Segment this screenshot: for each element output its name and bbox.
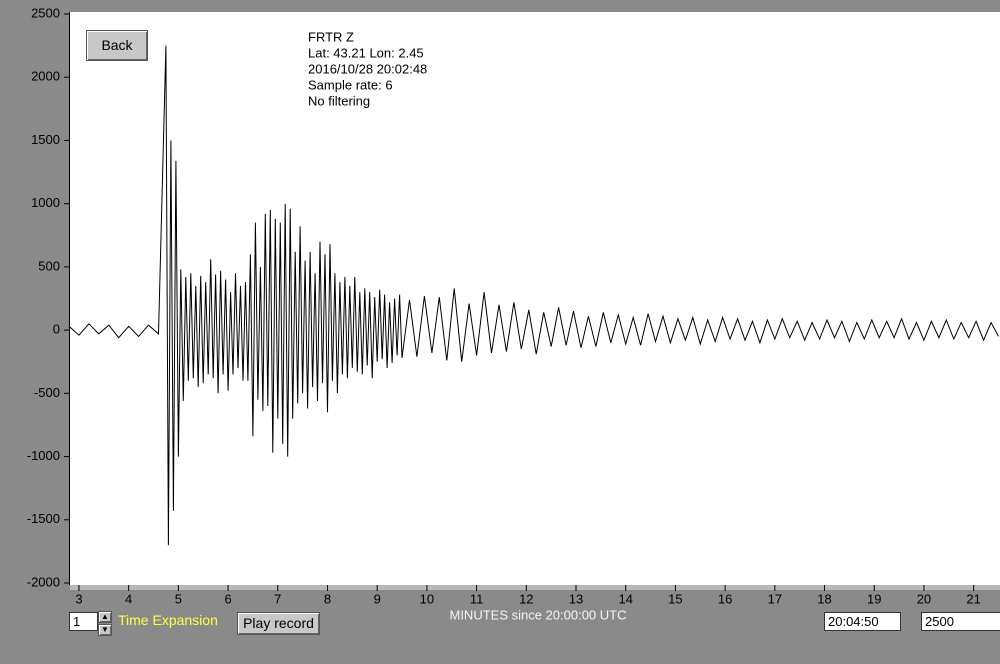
x-tick-label: 14 (618, 591, 632, 606)
x-tick-label: 3 (75, 591, 82, 606)
info-text: FRTR Z (308, 29, 354, 44)
x-tick-label: 13 (569, 591, 583, 606)
y-tick-label: -1000 (27, 448, 60, 463)
spin-up[interactable]: ▲ (98, 611, 112, 623)
x-tick-label: 5 (175, 591, 182, 606)
y-tick-label: 1000 (31, 195, 60, 210)
x-tick-label: 7 (274, 591, 281, 606)
info-text: Sample rate: 6 (308, 77, 393, 92)
info-text: 2016/10/28 20:02:48 (308, 61, 427, 76)
back-button[interactable]: Back (86, 30, 148, 61)
info-text: Lat: 43.21 Lon: 2.45 (308, 45, 424, 60)
x-tick-label: 10 (420, 591, 434, 606)
y-tick-label: -500 (34, 385, 60, 400)
x-axis-bar (70, 585, 1000, 590)
x-axis-label: MINUTES since 20:00:00 UTC (449, 607, 626, 622)
time-input[interactable]: 20:04:50 (824, 612, 901, 631)
y-tick-label: -2000 (27, 574, 60, 589)
x-tick-label: 19 (867, 591, 881, 606)
waveform (68, 45, 999, 546)
play-button[interactable]: Play record (237, 612, 320, 635)
expansion-input[interactable]: 1 (69, 612, 98, 631)
amplitude-input[interactable]: 2500 (921, 612, 1000, 631)
x-tick-label: 8 (324, 591, 331, 606)
x-tick-label: 18 (817, 591, 831, 606)
x-tick-label: 12 (519, 591, 533, 606)
y-tick-label: 500 (38, 258, 60, 273)
x-tick-label: 15 (668, 591, 682, 606)
y-tick-label: -1500 (27, 511, 60, 526)
expansion-label: Time Expansion (118, 612, 218, 628)
x-tick-label: 9 (374, 591, 381, 606)
y-tick-label: 0 (53, 322, 60, 337)
x-tick-label: 20 (917, 591, 931, 606)
x-tick-label: 4 (125, 591, 132, 606)
x-tick-label: 17 (768, 591, 782, 606)
y-tick-label: 2500 (31, 5, 60, 20)
x-tick-label: 11 (470, 591, 484, 606)
x-tick-label: 21 (966, 591, 980, 606)
info-text: No filtering (308, 93, 370, 108)
y-tick-label: 2000 (31, 69, 60, 84)
x-tick-label: 6 (224, 591, 231, 606)
y-tick-label: 1500 (31, 132, 60, 147)
x-tick-label: 16 (718, 591, 732, 606)
spin-down[interactable]: ▼ (98, 624, 112, 636)
